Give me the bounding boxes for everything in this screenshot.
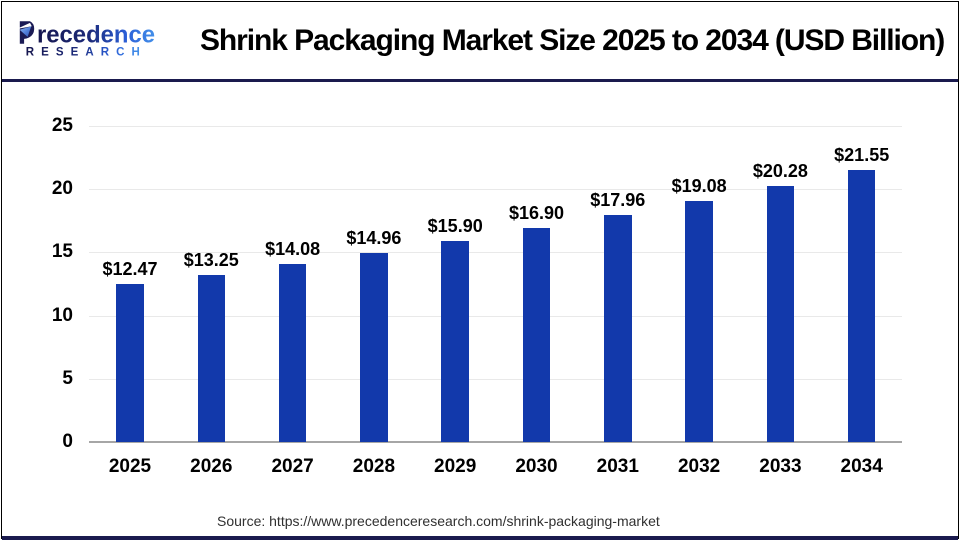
svg-text:recedence: recedence bbox=[37, 22, 155, 49]
